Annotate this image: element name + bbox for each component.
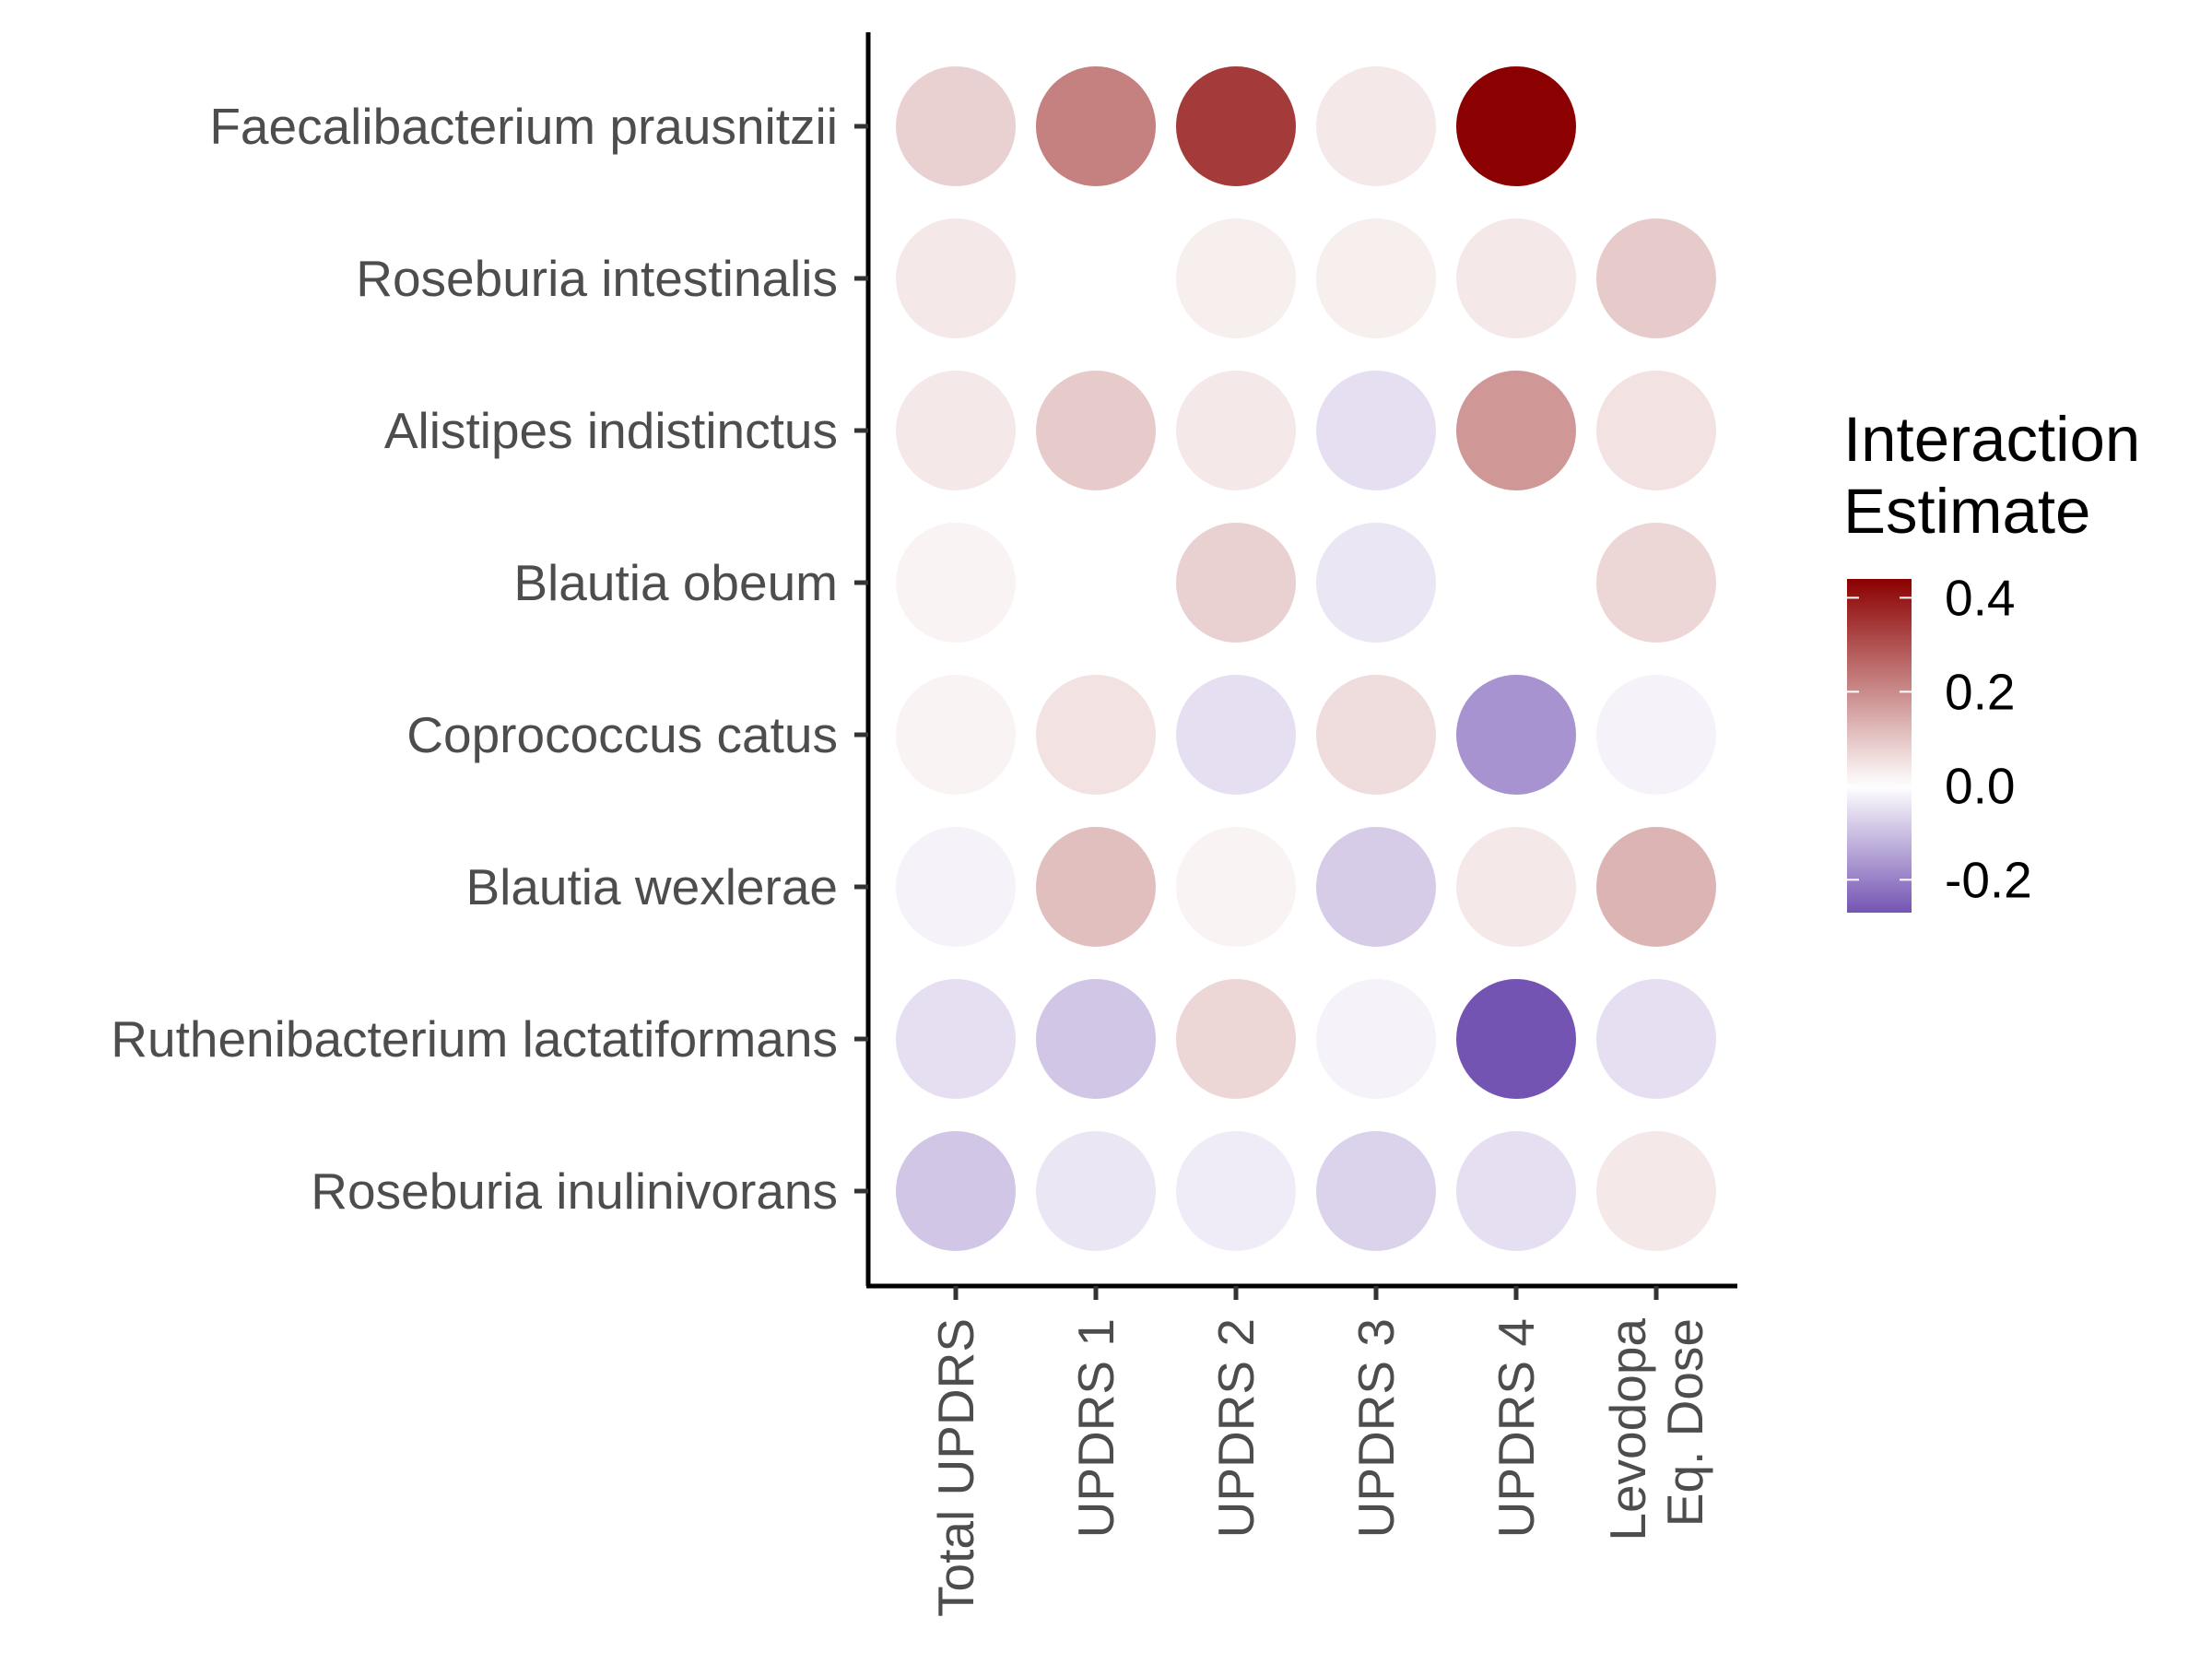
legend-title: Interaction — [1843, 404, 2140, 475]
data-point — [1176, 371, 1296, 490]
data-point — [1176, 979, 1296, 1099]
data-point — [1316, 675, 1436, 795]
data-point — [1596, 371, 1716, 490]
data-point — [1036, 523, 1156, 643]
data-point — [1316, 218, 1436, 338]
data-point — [1176, 1131, 1296, 1251]
data-point — [1176, 675, 1296, 795]
legend-tick-label: 0.4 — [1945, 569, 2015, 626]
x-tick-label: UPDRS 3 — [1347, 1318, 1405, 1538]
data-point — [1176, 827, 1296, 947]
data-point — [1456, 218, 1576, 338]
data-point — [1316, 1131, 1436, 1251]
x-tick-label-group: UPDRS 1 — [1067, 1318, 1124, 1538]
x-tick-label-group: UPDRS 2 — [1207, 1318, 1265, 1538]
y-tick-label: Blautia obeum — [513, 554, 838, 611]
data-point — [1596, 979, 1716, 1099]
x-tick-label: UPDRS 2 — [1207, 1318, 1265, 1538]
data-point — [896, 827, 1016, 947]
y-tick-label: Roseburia inulinivorans — [311, 1162, 838, 1220]
data-point — [1596, 675, 1716, 795]
data-point — [896, 523, 1016, 643]
x-tick-label-group: Levodopa Eq. Dose — [1599, 1318, 1713, 1541]
legend-tick-label: 0.2 — [1945, 663, 2015, 720]
x-tick-label: UPDRS 4 — [1488, 1318, 1545, 1538]
data-point — [1036, 827, 1156, 947]
x-tick-label: Eq. Dose — [1656, 1318, 1713, 1527]
data-point — [1596, 827, 1716, 947]
data-point — [1456, 371, 1576, 490]
data-point — [896, 979, 1016, 1099]
y-tick-label: Roseburia intestinalis — [356, 250, 838, 307]
data-point — [896, 371, 1016, 490]
axes: Faecalibacterium prausnitzii Roseburia in… — [111, 32, 1737, 1617]
data-point — [896, 66, 1016, 186]
legend-tick-label: 0.0 — [1945, 757, 2015, 814]
data-point — [1596, 66, 1716, 186]
x-tick-label: Total UPDRS — [927, 1318, 984, 1617]
data-point — [1456, 675, 1576, 795]
data-point — [1036, 371, 1156, 490]
data-point — [1036, 66, 1156, 186]
data-point — [1596, 523, 1716, 643]
data-point — [1316, 523, 1436, 643]
x-tick-label: Levodopa — [1599, 1318, 1656, 1541]
data-point — [1456, 66, 1576, 186]
data-point — [1176, 218, 1296, 338]
data-point — [1036, 675, 1156, 795]
legend-tick-label: -0.2 — [1945, 851, 2032, 908]
data-point — [896, 1131, 1016, 1251]
data-point — [1596, 218, 1716, 338]
legend-title: Estimate — [1843, 476, 2090, 547]
data-point — [1036, 1131, 1156, 1251]
data-point — [1316, 979, 1436, 1099]
data-point — [1316, 66, 1436, 186]
x-tick-label: UPDRS 1 — [1067, 1318, 1124, 1538]
x-tick-label-group: UPDRS 4 — [1488, 1318, 1545, 1538]
data-point — [1316, 371, 1436, 490]
data-point — [1456, 1131, 1576, 1251]
data-point — [1456, 979, 1576, 1099]
y-tick-label: Coprococcus catus — [406, 706, 838, 763]
data-point — [1456, 523, 1576, 643]
data-point — [1036, 979, 1156, 1099]
data-point — [896, 218, 1016, 338]
data-point — [1596, 1131, 1716, 1251]
y-tick-label: Faecalibacterium prausnitzii — [209, 98, 838, 155]
data-point — [1176, 523, 1296, 643]
data-point — [1036, 218, 1156, 338]
y-tick-label: Alistipes indistinctus — [384, 402, 838, 459]
x-tick-label-group: UPDRS 3 — [1347, 1318, 1405, 1538]
x-tick-label-group: Total UPDRS — [927, 1318, 984, 1617]
legend-colorbar — [1847, 579, 1912, 913]
plot-area — [896, 66, 1716, 1251]
y-tick-label: Blautia wexlerae — [465, 858, 838, 915]
y-tick-label: Ruthenibacterium lactatiformans — [111, 1010, 838, 1068]
data-point — [1456, 827, 1576, 947]
data-point — [896, 675, 1016, 795]
data-point — [1176, 66, 1296, 186]
data-point — [1316, 827, 1436, 947]
